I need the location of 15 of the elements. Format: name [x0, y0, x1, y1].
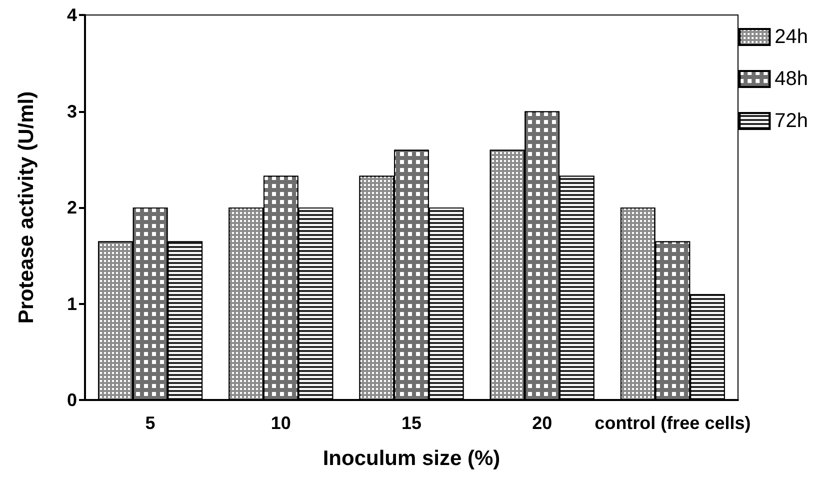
y-tick-label: 4 [66, 5, 77, 25]
x-tick-label: control (free cells) [594, 413, 751, 433]
y-tick-label: 0 [66, 390, 77, 410]
x-tick-label: 20 [532, 413, 552, 433]
y-tick-label: 2 [66, 198, 77, 218]
y-axis-title: Protease activity (U/ml) [15, 91, 38, 324]
x-axis-title: Inoculum size (%) [322, 447, 500, 470]
x-tick-label: 10 [270, 413, 291, 433]
y-tick-label: 3 [66, 101, 77, 122]
legend-label: 24h [774, 26, 808, 48]
legend-label: 72h [774, 110, 808, 132]
x-tick-label: 15 [401, 413, 422, 433]
x-tick-label: 5 [145, 413, 156, 433]
legend-label: 48h [774, 68, 808, 90]
y-tick-label: 1 [66, 294, 77, 314]
